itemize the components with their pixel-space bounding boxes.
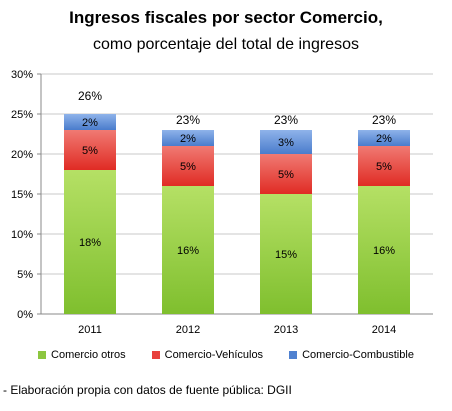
chart-subtitle: como porcentaje del total de ingresos — [93, 36, 359, 53]
x-tick-label: 2013 — [274, 324, 298, 336]
bar-segment — [162, 186, 214, 314]
total-label: 23% — [176, 113, 200, 127]
legend-item: Comercio-Combustible — [289, 349, 414, 361]
bar-segment — [260, 130, 312, 154]
legend-swatch — [289, 351, 298, 359]
total-label: 23% — [372, 113, 396, 127]
y-tick-label: 10% — [11, 229, 33, 241]
legend-label: Comercio-Combustible — [302, 349, 414, 361]
legend-swatch — [151, 351, 160, 359]
data-label: 5% — [278, 169, 294, 181]
data-label: 16% — [177, 245, 199, 257]
data-label: 5% — [376, 161, 392, 173]
bar-segment — [64, 130, 116, 170]
bar-segment — [358, 146, 410, 186]
legend-label: Comercio-Vehículos — [164, 349, 264, 361]
y-tick-label: 30% — [11, 69, 33, 81]
data-label: 16% — [373, 245, 395, 257]
total-label: 23% — [274, 113, 298, 127]
chart-legend: Comercio otros Comercio-Vehículos Comercio… — [0, 349, 452, 361]
data-label: 18% — [79, 237, 101, 249]
x-tick-label: 2014 — [372, 324, 396, 336]
bar-segment — [358, 130, 410, 146]
bar-segment — [162, 130, 214, 146]
bar-segment — [358, 186, 410, 314]
data-label: 5% — [82, 145, 98, 157]
y-tick-label: 20% — [11, 149, 33, 161]
stacked-bar-chart: 0% 5% 10% 15% 20% 25% 30% 18% 5% 2% 26% 2011 16% 5% 2%… — [11, 69, 433, 336]
data-label: 15% — [275, 249, 297, 261]
legend-label: Comercio otros — [51, 349, 126, 361]
bar-segment — [260, 154, 312, 194]
bar-segment — [64, 114, 116, 130]
y-tick-label: 5% — [17, 269, 33, 281]
data-label: 5% — [180, 161, 196, 173]
bar-segment — [162, 146, 214, 186]
data-label: 2% — [376, 133, 392, 145]
data-label: 3% — [278, 137, 294, 149]
legend-swatch — [38, 351, 47, 359]
data-label: 2% — [180, 133, 196, 145]
y-tick-label: 15% — [11, 189, 33, 201]
legend-item: Comercio otros — [38, 349, 126, 361]
total-label: 26% — [78, 89, 102, 103]
y-tick-label: 25% — [11, 109, 33, 121]
bar-segment — [64, 170, 116, 314]
x-tick-label: 2012 — [176, 324, 200, 336]
legend-item: Comercio-Vehículos — [151, 349, 264, 361]
chart-title: Ingresos fiscales por sector Comercio, — [69, 8, 383, 27]
y-tick-label: 0% — [17, 309, 33, 321]
source-note: - Elaboración propia con datos de fuente… — [3, 383, 292, 397]
x-tick-label: 2011 — [78, 324, 102, 336]
data-label: 2% — [82, 117, 98, 129]
bar-segment — [260, 194, 312, 314]
